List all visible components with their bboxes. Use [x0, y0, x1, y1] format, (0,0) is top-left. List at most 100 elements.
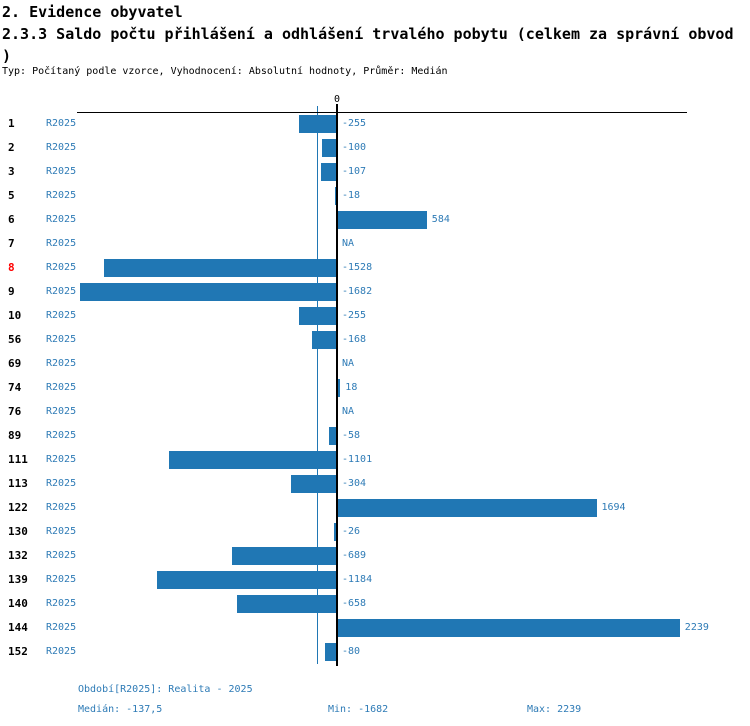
chart-subtitle-line2: ): [2, 47, 12, 65]
row-category-label: 2: [8, 141, 15, 154]
row-series-label: R2025: [46, 646, 77, 657]
chart-meta-info: Typ: Počítaný podle vzorce, Vyhodnocení:…: [2, 66, 448, 77]
row-series-label: R2025: [46, 502, 77, 513]
page-title: 2. Evidence obyvatel: [2, 3, 183, 21]
value-bar: [337, 211, 427, 229]
row-category-label: 113: [8, 477, 28, 490]
value-bar: [328, 427, 338, 445]
row-series-label: R2025: [46, 622, 77, 633]
row-series-label: R2025: [46, 238, 77, 249]
value-label: -18: [342, 190, 361, 201]
value-bar: [337, 379, 341, 397]
value-bar: [298, 307, 338, 325]
row-series-label: R2025: [46, 214, 77, 225]
value-label: 1694: [601, 502, 626, 513]
row-category-label: 139: [8, 573, 28, 586]
value-bar: [337, 499, 597, 517]
row-series-label: R2025: [46, 286, 77, 297]
value-bar: [80, 283, 338, 301]
value-bar: [325, 643, 338, 661]
axis-zero-tick-label: 0: [333, 94, 341, 105]
row-series-label: R2025: [46, 430, 77, 441]
row-category-label: 74: [8, 381, 22, 394]
row-series-label: R2025: [46, 406, 77, 417]
value-label: -255: [342, 118, 367, 129]
zero-axis-line: [336, 104, 338, 666]
row-category-label: 132: [8, 549, 28, 562]
row-series-label: R2025: [46, 382, 77, 393]
value-bar: [322, 139, 338, 157]
value-label: -689: [342, 550, 367, 561]
row-series-label: R2025: [46, 526, 77, 537]
row-series-label: R2025: [46, 478, 77, 489]
row-series-label: R2025: [46, 574, 77, 585]
footer-min: Min: -1682: [328, 704, 389, 715]
footer-median: Medián: -137,5: [78, 704, 163, 715]
row-series-label: R2025: [46, 358, 77, 369]
x-axis-top-line: [77, 112, 687, 113]
median-line: [316, 106, 318, 664]
value-label: -1682: [342, 286, 373, 297]
value-bar: [232, 547, 338, 565]
row-category-label: 8: [8, 261, 15, 274]
value-bar: [298, 115, 338, 133]
row-series-label: R2025: [46, 334, 77, 345]
value-bar: [337, 619, 680, 637]
value-bar: [311, 331, 338, 349]
row-category-label: 76: [8, 405, 22, 418]
value-label: -107: [342, 166, 367, 177]
row-series-label: R2025: [46, 190, 77, 201]
value-label: NA: [342, 358, 355, 369]
row-category-label: 122: [8, 501, 28, 514]
value-label: 2239: [684, 622, 709, 633]
value-label: -168: [342, 334, 367, 345]
row-series-label: R2025: [46, 166, 77, 177]
row-category-label: 89: [8, 429, 22, 442]
value-label: NA: [342, 238, 355, 249]
footer-max: Max: 2239: [527, 704, 582, 715]
row-series-label: R2025: [46, 142, 77, 153]
value-label: 18: [345, 382, 358, 393]
row-category-label: 144: [8, 621, 28, 634]
value-bar: [156, 571, 338, 589]
row-series-label: R2025: [46, 118, 77, 129]
value-label: -26: [342, 526, 361, 537]
row-category-label: 111: [8, 453, 28, 466]
row-series-label: R2025: [46, 598, 77, 609]
row-series-label: R2025: [46, 454, 77, 465]
value-bar: [103, 259, 338, 277]
value-bar: [333, 523, 338, 541]
value-label: -1101: [342, 454, 373, 465]
value-label: -255: [342, 310, 367, 321]
row-category-label: 5: [8, 189, 15, 202]
value-label: -304: [342, 478, 367, 489]
value-bar: [321, 163, 338, 181]
value-label: -100: [342, 142, 367, 153]
row-category-label: 9: [8, 285, 15, 298]
row-category-label: 140: [8, 597, 28, 610]
row-category-label: 152: [8, 645, 28, 658]
value-bar: [169, 451, 338, 469]
value-bar: [291, 475, 338, 493]
row-series-label: R2025: [46, 550, 77, 561]
footer-period: Období[R2025]: Realita - 2025: [78, 684, 253, 695]
row-series-label: R2025: [46, 262, 77, 273]
row-category-label: 56: [8, 333, 22, 346]
row-series-label: R2025: [46, 310, 77, 321]
row-category-label: 1: [8, 117, 15, 130]
value-bar: [236, 595, 338, 613]
chart-subtitle-line1: 2.3.3 Saldo počtu přihlášení a odhlášení…: [2, 25, 734, 43]
value-label: -58: [342, 430, 361, 441]
row-category-label: 7: [8, 237, 15, 250]
row-category-label: 69: [8, 357, 22, 370]
row-category-label: 130: [8, 525, 28, 538]
value-label: 584: [431, 214, 450, 225]
value-label: -1184: [342, 574, 373, 585]
value-label: -658: [342, 598, 367, 609]
row-category-label: 6: [8, 213, 15, 226]
value-label: -1528: [342, 262, 373, 273]
row-category-label: 3: [8, 165, 15, 178]
value-label: -80: [342, 646, 361, 657]
row-category-label: 10: [8, 309, 22, 322]
